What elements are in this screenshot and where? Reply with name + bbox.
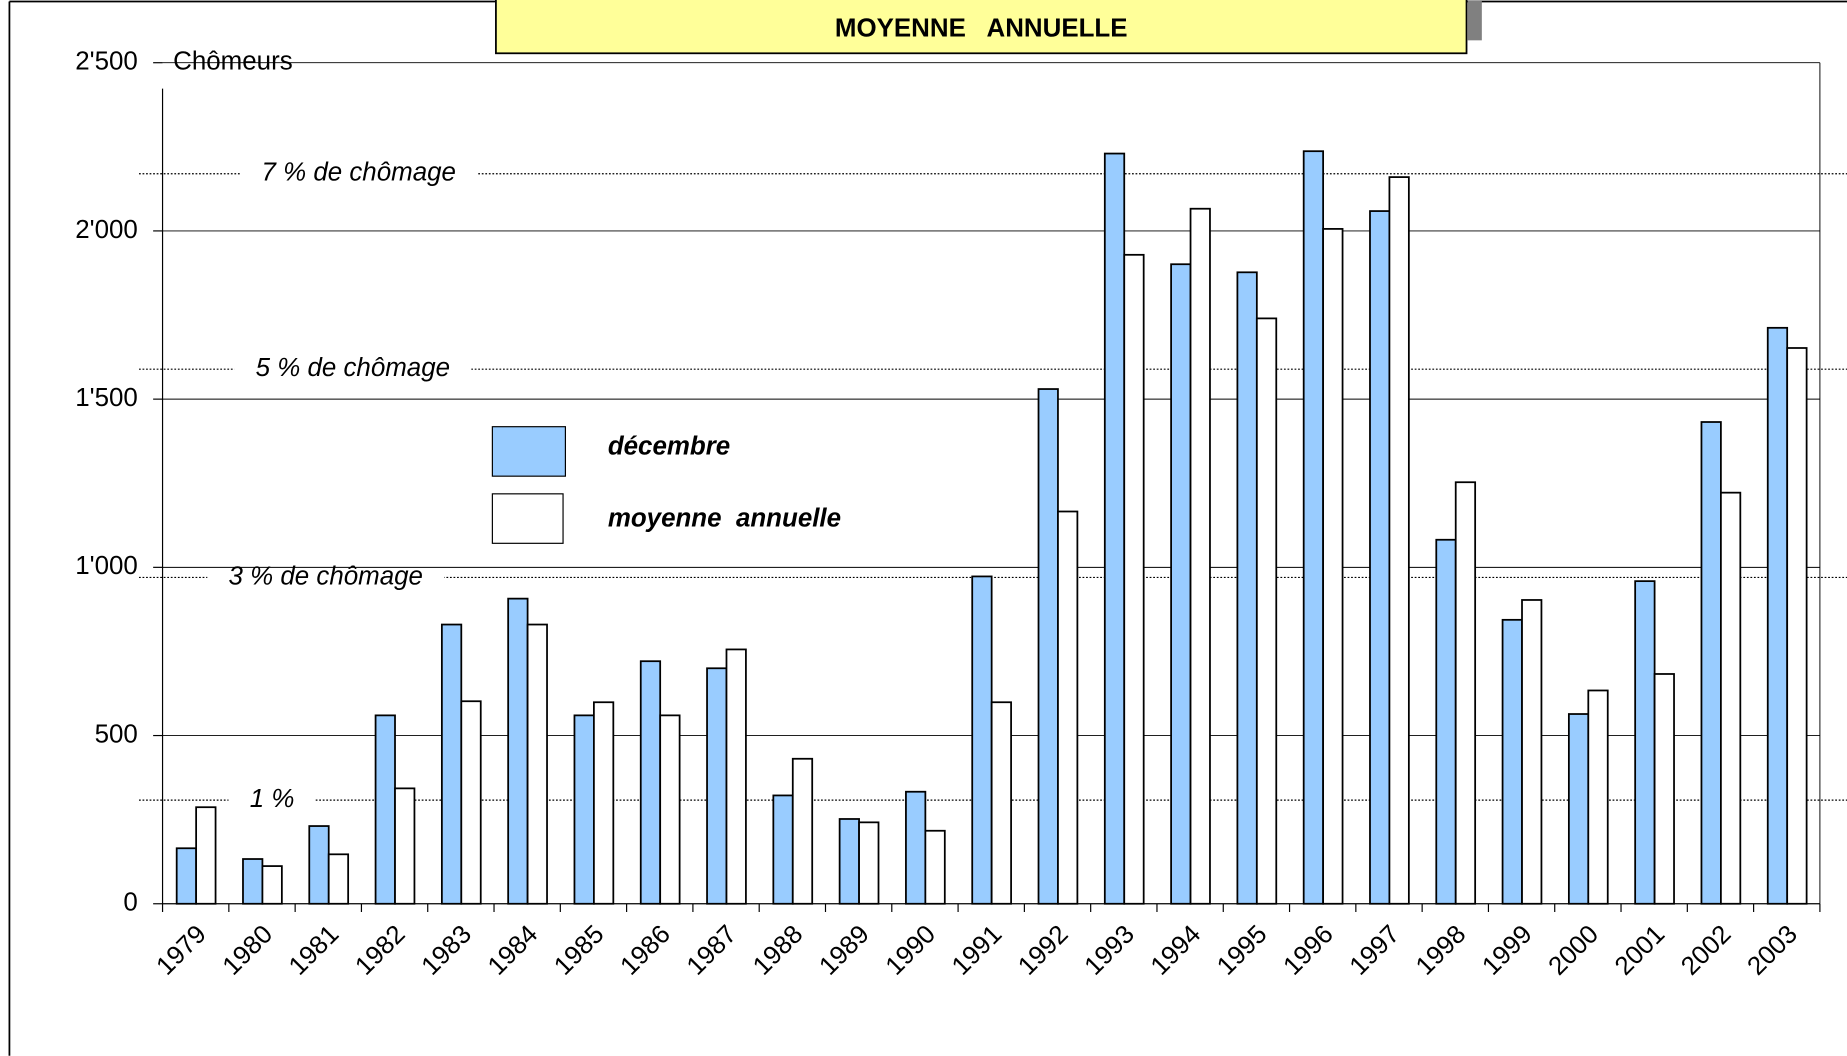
x-tick-label: 1989 (814, 920, 875, 981)
bar (1302, 150, 1325, 905)
bar (1501, 618, 1523, 905)
bar (1189, 207, 1211, 905)
bar (440, 623, 463, 905)
bar (924, 829, 946, 905)
x-tick-label: 2003 (1742, 920, 1803, 981)
bar (593, 701, 615, 905)
bar (1255, 317, 1278, 905)
bar (1786, 347, 1808, 905)
bar (1700, 421, 1722, 905)
x-tick-label: 1986 (615, 920, 676, 981)
bar (725, 648, 747, 905)
bar (1435, 538, 1457, 905)
reference-label-bg (234, 365, 472, 373)
reference-label: 5 % de chômage (256, 354, 450, 382)
bar (1170, 263, 1192, 905)
x-tick-label: 1998 (1411, 920, 1472, 981)
bar (1057, 510, 1079, 905)
bar (905, 790, 927, 905)
plot: 0 500 1'000 1'500 2'000 2'500 1979 1980 1981 1982… (75, 48, 1847, 981)
reference-label-bg (228, 796, 316, 804)
bar (242, 858, 264, 905)
bar (1322, 228, 1344, 905)
chart-title: MOYENNE ANNUELLE (835, 15, 1128, 43)
title-box (495, 0, 1468, 55)
bar (374, 714, 396, 905)
bar (659, 714, 681, 905)
bar (195, 806, 217, 905)
legend-swatch (491, 493, 564, 544)
x-tick-label: 1993 (1079, 920, 1140, 981)
bar (838, 818, 860, 905)
bar (1103, 152, 1126, 905)
x-tick-label: 1996 (1278, 920, 1339, 981)
bar (1587, 689, 1609, 905)
x-tick-label: 1983 (416, 920, 477, 981)
bar (261, 865, 283, 905)
bar (573, 714, 595, 905)
x-tick-label: 1990 (881, 920, 942, 981)
reference-label: 1 % (250, 785, 295, 813)
x-tick-label: 2000 (1543, 920, 1604, 981)
bar (1766, 326, 1789, 905)
reference-label-bg (207, 573, 445, 581)
bar (507, 597, 529, 905)
x-tick-label: 1994 (1146, 920, 1207, 981)
x-tick-label: 1985 (549, 920, 610, 981)
reference-label: 7 % de chômage (262, 159, 456, 187)
legend-swatch (491, 426, 566, 477)
bar (706, 667, 728, 905)
bar (308, 825, 330, 905)
bar (526, 623, 548, 905)
bar (1236, 271, 1258, 905)
bar (858, 821, 880, 905)
x-tick-label: 2002 (1676, 920, 1737, 981)
bar (460, 700, 482, 905)
bar (639, 660, 662, 905)
x-tick-label: 2001 (1610, 920, 1671, 981)
bar (1720, 491, 1742, 905)
legend-label: moyenne annuelle (608, 505, 841, 533)
y-tick-label: 2'500 (75, 48, 138, 76)
bar (971, 575, 993, 905)
y-tick-label: 0 (123, 889, 137, 917)
x-tick-label: 1988 (748, 920, 809, 981)
y-tick-label: 1'000 (75, 552, 138, 580)
y-axis-label: Chômeurs (173, 48, 293, 76)
bar (1369, 210, 1391, 905)
bar (327, 853, 350, 905)
x-tick-label: 1981 (284, 920, 345, 981)
x-tick-label: 1992 (1013, 920, 1074, 981)
x-tick-label: 1979 (151, 920, 212, 981)
bar (1653, 673, 1675, 905)
x-tick-label: 1997 (1345, 920, 1406, 981)
bar (394, 787, 416, 905)
bar (990, 701, 1012, 905)
legend-label: décembre (608, 433, 730, 461)
x-tick-label: 1999 (1477, 920, 1538, 981)
y-tick-label: 2'000 (75, 216, 138, 244)
reference-label: 3 % de chômage (229, 562, 423, 590)
bar (1388, 176, 1410, 905)
x-tick-label: 1984 (483, 920, 544, 981)
reference-label-bg (240, 170, 478, 178)
bar (1521, 599, 1543, 905)
x-tick-label: 1982 (350, 920, 411, 981)
title-shadow (1467, 0, 1482, 41)
x-tick-label: 1995 (1212, 920, 1273, 981)
bar (1454, 481, 1477, 905)
y-tick-label: 500 (95, 720, 138, 748)
x-tick-label: 1991 (947, 920, 1008, 981)
bar (772, 794, 794, 905)
bar (1567, 713, 1590, 905)
bar (1123, 253, 1145, 905)
x-tick-label: 1987 (682, 920, 743, 981)
bar (791, 757, 814, 905)
x-tick-label: 1980 (218, 920, 279, 981)
y-tick-label: 1'500 (75, 384, 138, 412)
bar (175, 847, 198, 905)
bar (1037, 388, 1059, 905)
bar (1634, 580, 1656, 905)
